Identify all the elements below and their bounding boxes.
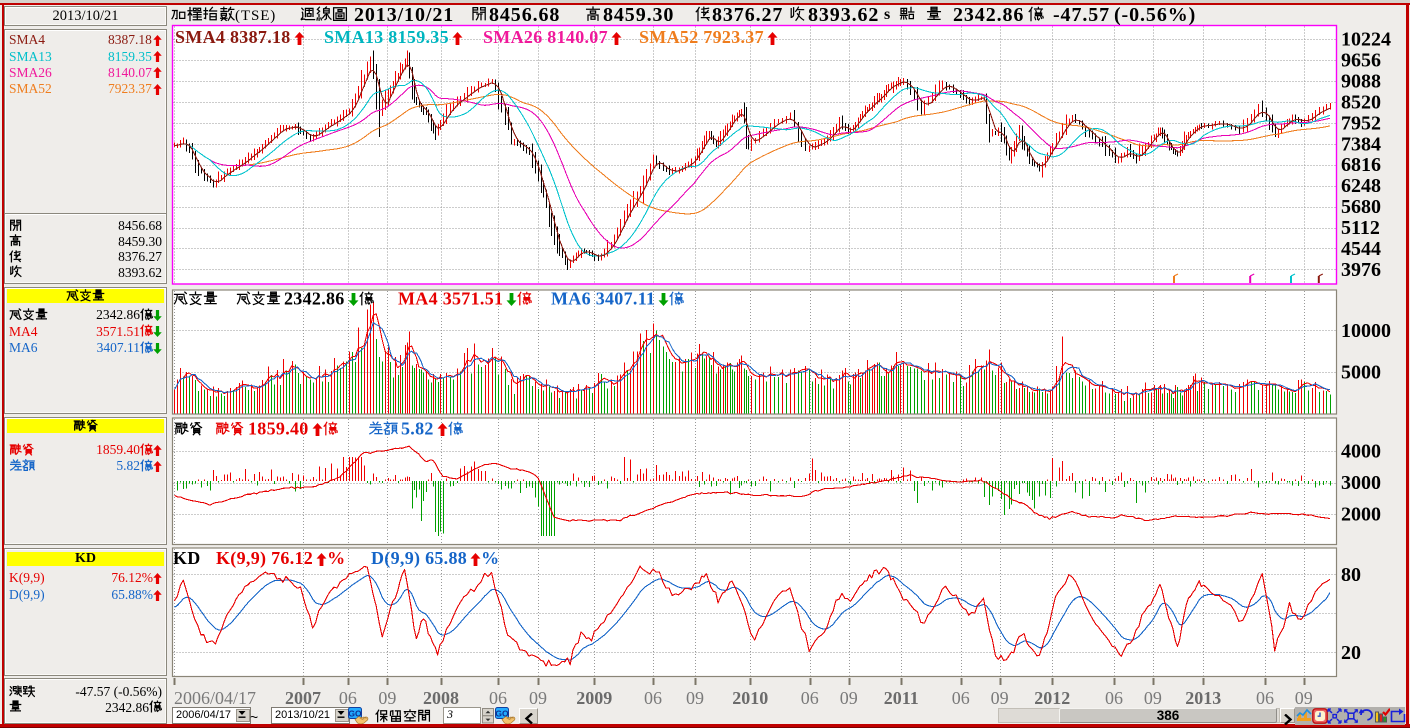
svg-text:7952: 7952 — [1341, 112, 1381, 134]
svg-text:09: 09 — [1144, 688, 1162, 708]
svg-text:6248: 6248 — [1341, 175, 1381, 197]
svg-text:GO: GO — [348, 709, 362, 719]
svg-text:06: 06 — [339, 688, 357, 708]
svg-text:06: 06 — [952, 688, 970, 708]
svg-text:5680: 5680 — [1341, 196, 1381, 218]
svg-text:80: 80 — [1341, 564, 1361, 586]
svg-text:3000: 3000 — [1341, 472, 1381, 494]
svg-text:2013: 2013 — [1185, 688, 1221, 708]
svg-text:9656: 9656 — [1341, 50, 1381, 72]
svg-text:20: 20 — [1341, 642, 1361, 664]
svg-text:06: 06 — [801, 688, 819, 708]
svg-text:06: 06 — [489, 688, 507, 708]
svg-text:06: 06 — [644, 688, 662, 708]
svg-text:10224: 10224 — [1341, 29, 1391, 51]
svg-text:09: 09 — [991, 688, 1009, 708]
svg-text:09: 09 — [1295, 688, 1313, 708]
svg-text:8520: 8520 — [1341, 91, 1381, 113]
svg-text:5112: 5112 — [1341, 217, 1380, 239]
svg-text:GO: GO — [495, 709, 509, 719]
svg-text:2006/04/17: 2006/04/17 — [174, 688, 256, 708]
svg-text:4000: 4000 — [1341, 441, 1381, 463]
svg-text:2009: 2009 — [576, 688, 612, 708]
svg-text:6816: 6816 — [1341, 154, 1381, 176]
svg-text:9088: 9088 — [1341, 70, 1381, 92]
svg-text:09: 09 — [686, 688, 704, 708]
svg-text:5000: 5000 — [1341, 362, 1381, 384]
svg-text:2011: 2011 — [884, 688, 919, 708]
svg-text:3976: 3976 — [1341, 259, 1381, 281]
svg-text:06: 06 — [1105, 688, 1123, 708]
svg-text:09: 09 — [378, 688, 396, 708]
svg-text:2012: 2012 — [1034, 688, 1070, 708]
svg-text:2000: 2000 — [1341, 504, 1381, 526]
svg-text:4544: 4544 — [1341, 238, 1381, 260]
svg-text:7384: 7384 — [1341, 133, 1381, 155]
svg-text:10000: 10000 — [1341, 320, 1391, 342]
svg-text:06: 06 — [1256, 688, 1274, 708]
svg-text:09: 09 — [529, 688, 547, 708]
svg-text:2010: 2010 — [732, 688, 768, 708]
svg-text:2007: 2007 — [285, 688, 321, 708]
svg-text:2008: 2008 — [423, 688, 459, 708]
svg-text:09: 09 — [840, 688, 858, 708]
